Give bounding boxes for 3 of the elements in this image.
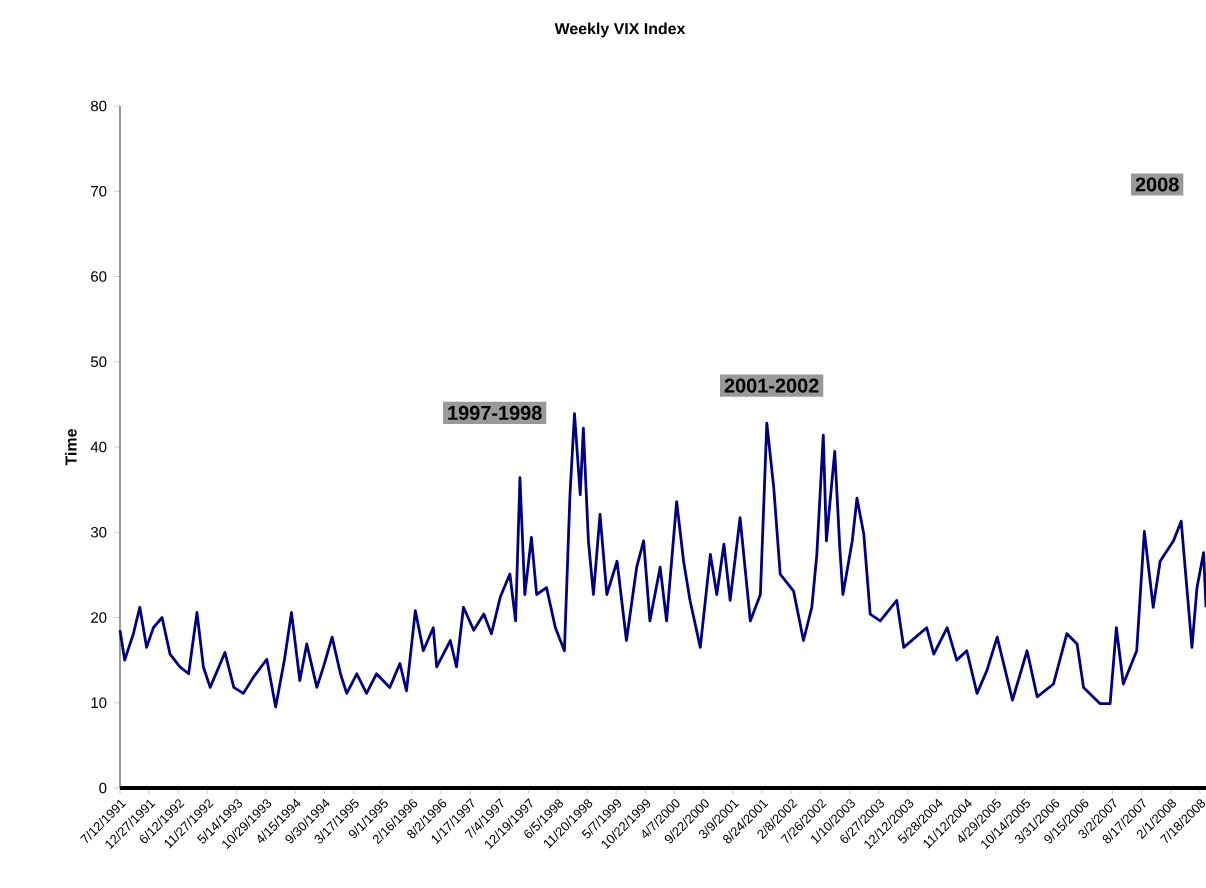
annotation: 2001-2002 <box>724 378 819 393</box>
annotation: 2008 <box>1135 177 1179 192</box>
annotation: 1997-1998 <box>448 405 542 420</box>
